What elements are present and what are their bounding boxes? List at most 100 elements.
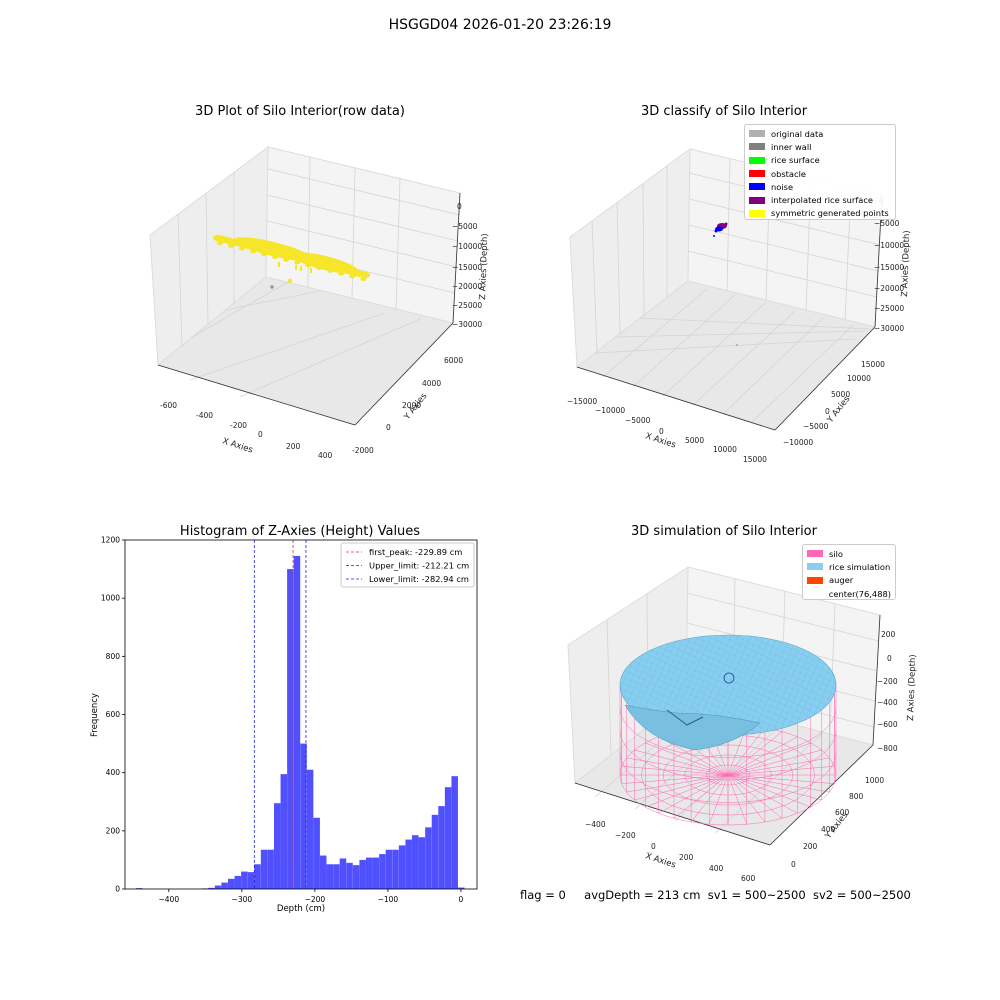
histogram-bar <box>418 837 426 889</box>
p4-ztick-3: −200 <box>877 677 898 686</box>
panel3-title: Histogram of Z-Axies (Height) Values <box>179 524 421 539</box>
silo-floor-spoke <box>658 736 729 776</box>
histogram-bar <box>326 864 334 889</box>
silo-floor-spoke <box>690 774 729 823</box>
p1-ytick-1: -2000 <box>352 446 374 455</box>
point-blob <box>360 271 370 279</box>
p1-xtick-2: -400 <box>196 411 213 420</box>
p1-xtick-5: 200 <box>286 442 301 451</box>
p4-ytick-1: 0 <box>791 860 796 869</box>
p4-ztick-5: −600 <box>877 720 898 729</box>
histogram-bar <box>241 871 248 889</box>
histogram-bar <box>247 872 255 889</box>
p1-xtick-1: -600 <box>160 401 177 410</box>
legend-swatch <box>807 563 823 571</box>
legend-swatch <box>749 143 765 151</box>
silo-floor-spoke <box>727 727 766 776</box>
silo-floor-spoke <box>727 742 811 776</box>
silo-floor-spoke <box>708 774 729 825</box>
status-sv1: sv1 = 500~2500 <box>707 888 806 902</box>
x-tick-label: −300 <box>232 895 253 904</box>
p1-ytick-4: 4000 <box>422 379 441 388</box>
silo-wireframe <box>619 676 837 826</box>
legend-entry: silo <box>807 547 891 560</box>
histogram-bar <box>451 776 458 889</box>
auger-marker <box>723 672 735 684</box>
legend-label: inner wall <box>771 141 812 152</box>
panel2-title: 3D classify of Silo Interior <box>640 104 808 119</box>
legend-swatch <box>749 209 765 217</box>
histogram-bar <box>392 849 399 889</box>
silo-floor-spoke <box>645 742 729 776</box>
histogram-bar <box>412 835 419 889</box>
p2-ytick-1: −10000 <box>783 438 813 447</box>
histogram-bar <box>273 803 281 889</box>
histogram-yticks: 0 200 400 600 800 1000 1200 <box>101 536 125 894</box>
histogram-bar <box>333 864 340 889</box>
histogram-bar <box>431 814 439 889</box>
histogram-xticks: −400 −300 −200 −100 0 <box>159 889 464 904</box>
p2-xtick-4: 0 <box>659 427 664 436</box>
panel4-legend: silo rice simulation auger center(76,488) <box>802 544 896 600</box>
silo-floor-spoke <box>727 774 783 819</box>
legend-swatch <box>749 196 765 204</box>
legend-entry: noise <box>749 180 891 193</box>
legend-swatch <box>749 130 765 138</box>
legend-label: Lower_limit: -282.94 cm <box>369 574 469 584</box>
histogram-bar <box>306 769 314 889</box>
silo-floor-ring <box>684 754 772 796</box>
legend-swatch <box>749 170 765 178</box>
histogram-bar <box>319 855 327 889</box>
panel4-3d-simulation: −400 −200 0 200 400 600 0 200 400 600 80… <box>567 566 918 883</box>
histogram-bar <box>352 865 360 889</box>
histogram-bar <box>287 569 294 889</box>
histogram-bar <box>214 885 222 889</box>
legend-entry: obstacle <box>749 167 891 180</box>
legend-label: original data <box>771 128 824 139</box>
legend-entry: original data <box>749 127 891 140</box>
p4-ztick-2: 0 <box>887 654 892 663</box>
silo-floor-ring <box>706 764 750 786</box>
p4-ztick-4: −400 <box>877 698 898 707</box>
legend-swatch <box>749 156 765 164</box>
histogram-bar <box>260 849 268 889</box>
p1-xlabel: X Axies <box>221 436 254 455</box>
panel2-legend: original data inner wall rice surface obsta… <box>744 124 896 220</box>
panel1-3d-scatter: -600 -400 -200 0 200 400 -2000 0 2000 40… <box>149 145 490 460</box>
histogram-bar <box>339 858 347 889</box>
legend-swatch <box>807 550 823 558</box>
p2-xtick-6: 10000 <box>713 445 737 454</box>
p4-ztick-1: 200 <box>881 630 896 639</box>
silo-floor-spoke <box>727 749 822 776</box>
p4-ztick-6: −800 <box>877 744 898 753</box>
p1-ztick-7: −30000 <box>452 320 482 329</box>
p2-ztick-7: −30000 <box>874 324 904 333</box>
silo-floor-spoke <box>727 774 811 808</box>
p2-ytick-5: 10000 <box>847 374 871 383</box>
point-cloud-band <box>291 252 359 274</box>
silo-floor-spoke <box>727 736 798 776</box>
legend-label: auger <box>829 575 854 586</box>
p1-xtick-6: 400 <box>318 451 333 460</box>
panel1-3d-axes <box>149 145 461 426</box>
legend-swatch <box>807 576 823 584</box>
y-tick-label: 800 <box>106 652 121 661</box>
status-flag: flag = 0 <box>520 888 566 902</box>
silo-floor-spoke <box>626 757 729 776</box>
p2-ytick-2: −5000 <box>803 422 829 431</box>
histogram-bar <box>444 787 452 889</box>
silo-floor-spoke <box>727 774 835 784</box>
p1-ztick-5: −20000 <box>452 282 482 291</box>
status-sv2: sv2 = 500~2500 <box>812 888 911 902</box>
silo-hoop <box>619 729 837 781</box>
status-avg-depth: avgDepth = 213 cm <box>584 888 701 902</box>
silo-hoop <box>619 707 837 758</box>
p2-xtick-5: 5000 <box>685 436 704 445</box>
p1-zlabel: Z Axies (Depth) <box>478 233 490 300</box>
legend-entry: auger <box>807 574 891 587</box>
x-tick-label: 0 <box>459 895 464 904</box>
p2-ytick-6: 15000 <box>861 360 885 369</box>
p4-xtick-3: 0 <box>651 842 656 851</box>
histogram-bar <box>254 864 261 889</box>
histogram-bar <box>372 857 380 889</box>
